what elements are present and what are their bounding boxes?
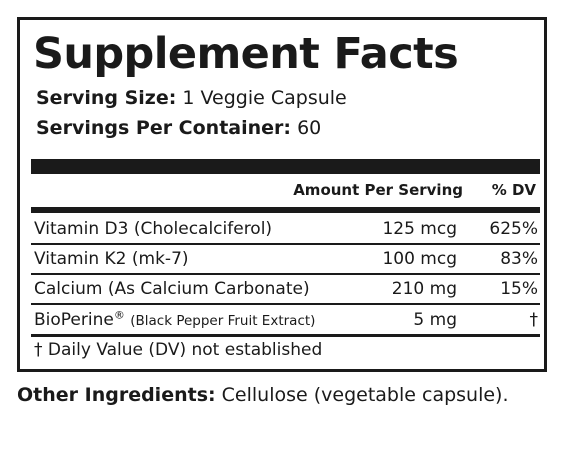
serving-size-value: 1 Veggie Capsule [182,87,347,109]
label-title: Supplement Facts [33,29,459,79]
nutrient-name: Vitamin D3 (Cholecalciferol) [34,219,273,239]
registered-mark: ® [113,308,125,322]
row-divider [31,243,540,245]
row-divider [31,303,540,305]
thick-divider [31,159,540,174]
footnote: † Daily Value (DV) not established [34,340,323,360]
bioperine-name: BioPerine [34,310,114,330]
nutrient-amount: 100 mcg [382,249,457,269]
servings-per-container-label: Servings Per Container: [36,117,292,139]
nutrient-amount: 125 mcg [382,219,457,239]
nutrient-name: BioPerine® (Black Pepper Fruit Extract) [34,306,315,335]
table-row: BioPerine® (Black Pepper Fruit Extract) … [31,306,540,334]
servings-per-container: Servings Per Container: 60 [36,116,321,140]
header-divider [31,207,540,213]
nutrient-amount: 5 mg [413,310,457,330]
servings-per-container-value: 60 [297,117,322,139]
other-ingredients: Other Ingredients: Cellulose (vegetable … [17,384,509,406]
table-row: Vitamin K2 (mk-7) 100 mcg 83% [31,245,540,273]
nutrient-name: Vitamin K2 (mk-7) [34,249,189,269]
other-ingredients-value: Cellulose (vegetable capsule). [221,384,509,406]
table-row: Calcium (As Calcium Carbonate) 210 mg 15… [31,275,540,303]
serving-size: Serving Size: 1 Veggie Capsule [36,86,347,110]
nutrient-dv: † [529,310,539,330]
table-row: Vitamin D3 (Cholecalciferol) 125 mcg 625… [31,215,540,243]
row-divider [31,273,540,275]
nutrient-name: Calcium (As Calcium Carbonate) [34,279,310,299]
table-header: Amount Per Serving % DV [31,178,540,204]
nutrient-dv: 83% [500,249,538,269]
footnote-divider [31,334,540,337]
amount-header: Amount Per Serving [293,181,463,199]
nutrient-dv: 15% [500,279,538,299]
bioperine-detail: (Black Pepper Fruit Extract) [130,313,316,329]
nutrient-dv: 625% [489,219,538,239]
supplement-facts-panel: Supplement Facts Serving Size: 1 Veggie … [17,17,547,372]
serving-size-label: Serving Size: [36,87,177,109]
nutrient-amount: 210 mg [391,279,457,299]
other-ingredients-label: Other Ingredients: [17,384,216,406]
dv-header: % DV [491,181,536,199]
